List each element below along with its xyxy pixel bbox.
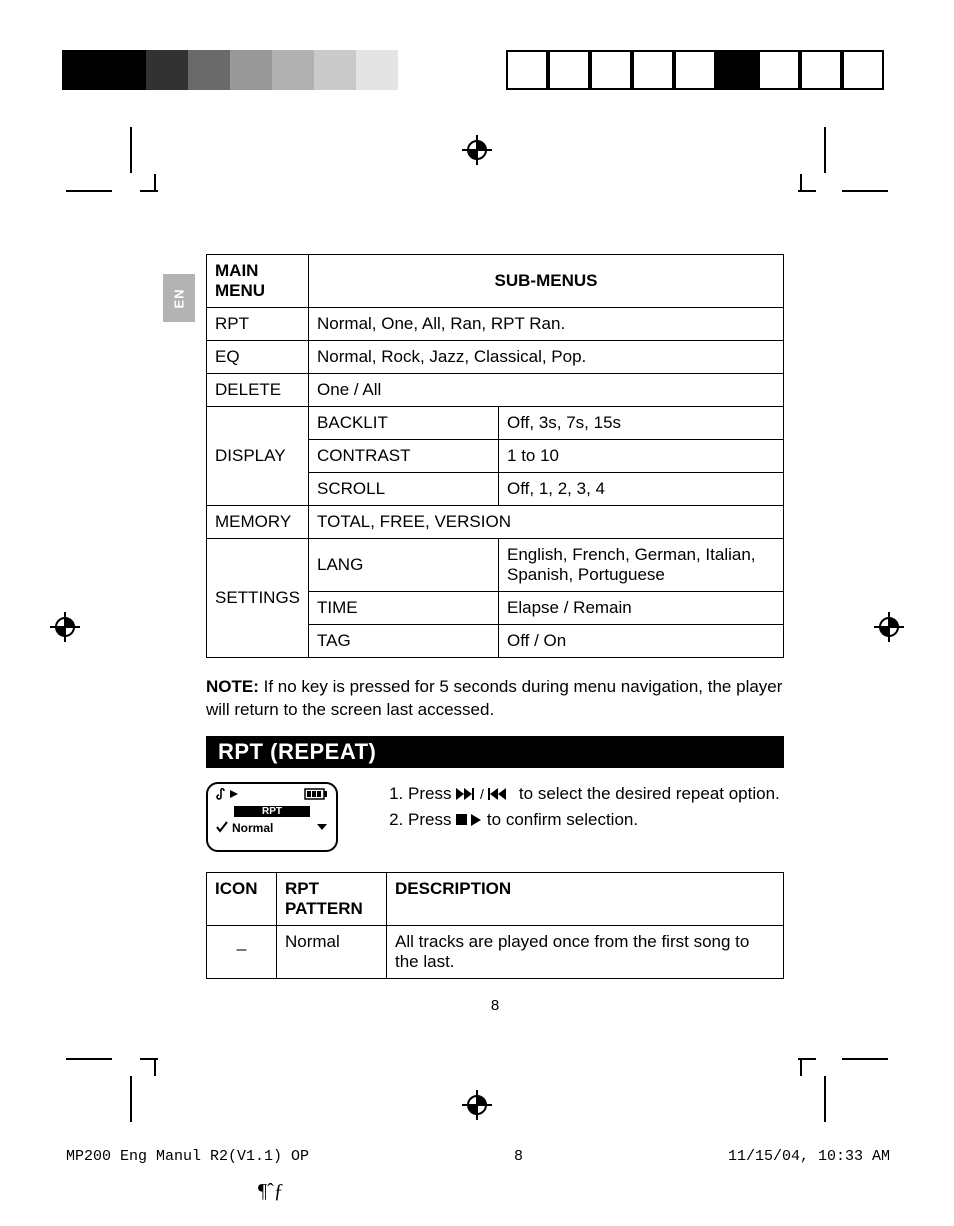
page-content: MAIN MENU SUB-MENUS RPT Normal, One, All… [206, 254, 784, 1014]
note-text: NOTE: If no key is pressed for 5 seconds… [206, 676, 784, 722]
menu-sub2: Off, 3s, 7s, 15s [499, 407, 784, 440]
screen-option: Normal [232, 821, 273, 835]
icon-header: ICON [207, 872, 277, 925]
menu-sub1: CONTRAST [309, 440, 499, 473]
registration-mark-icon [50, 612, 80, 642]
registration-mark-icon [874, 612, 904, 642]
desc-cell: All tracks are played once from the firs… [387, 925, 784, 978]
desc-header: DESCRIPTION [387, 872, 784, 925]
menu-sub2: English, French, German, Italian, Spanis… [499, 539, 784, 592]
pilcrow-mark: ¶ˆƒ [258, 1180, 284, 1203]
crop-mark [824, 127, 826, 173]
footer-center: 8 [514, 1148, 523, 1165]
page-number: 8 [206, 997, 784, 1014]
registration-mark-icon [462, 135, 492, 165]
crop-mark [154, 1058, 156, 1076]
step-text: to select the desired repeat option. [519, 784, 780, 803]
footer-left: MP200 Eng Manul R2(V1.1) OP [66, 1148, 309, 1165]
menu-sub2: Off, 1, 2, 3, 4 [499, 473, 784, 506]
step-text: Press [408, 784, 456, 803]
crop-mark [800, 174, 802, 192]
step-text: to confirm selection. [487, 810, 638, 829]
note-body: If no key is pressed for 5 seconds durin… [206, 677, 782, 719]
menu-sub1: SCROLL [309, 473, 499, 506]
crop-mark [154, 174, 156, 192]
footer-right: 11/15/04, 10:33 AM [728, 1148, 890, 1165]
menu-sub: One / All [309, 374, 784, 407]
step-2: Press to confirm selection. [408, 808, 780, 832]
language-tab-label: EN [172, 288, 187, 308]
step-1: Press / to select the desired repeat opt… [408, 782, 780, 806]
crop-mark [842, 190, 888, 192]
icon-cell: _ [207, 925, 277, 978]
menu-main: MEMORY [207, 506, 309, 539]
player-screen-icon: RPT Normal [206, 782, 338, 852]
menu-sub1: BACKLIT [309, 407, 499, 440]
battery-icon [304, 788, 328, 803]
crop-mark [800, 1058, 802, 1076]
print-colorbar [0, 50, 954, 90]
menu-main: EQ [207, 341, 309, 374]
screen-badge: RPT [234, 806, 310, 817]
menu-sub1: TAG [309, 625, 499, 658]
arrow-down-icon [316, 822, 328, 835]
rpt-block: RPT Normal Press / [206, 782, 784, 852]
crop-mark [842, 1058, 888, 1060]
pattern-header: RPT PATTERN [277, 872, 387, 925]
menu-sub: Normal, Rock, Jazz, Classical, Pop. [309, 341, 784, 374]
menu-header-sub: SUB-MENUS [309, 255, 784, 308]
menu-main: RPT [207, 308, 309, 341]
note-label: NOTE: [206, 677, 259, 696]
svg-text:/: / [480, 787, 484, 801]
menu-sub1: LANG [309, 539, 499, 592]
crop-mark [66, 1058, 112, 1060]
language-tab: EN [163, 274, 195, 322]
pattern-cell: Normal [277, 925, 387, 978]
menu-header-main: MAIN MENU [207, 255, 309, 308]
menu-sub: TOTAL, FREE, VERSION [309, 506, 784, 539]
checkmark-icon [216, 821, 228, 836]
crop-mark [824, 1076, 826, 1122]
menu-sub2: Off / On [499, 625, 784, 658]
print-footer: MP200 Eng Manul R2(V1.1) OP 8 11/15/04, … [66, 1148, 890, 1165]
music-note-icon [216, 787, 240, 804]
steps-list: Press / to select the desired repeat opt… [378, 782, 780, 852]
crop-mark [130, 127, 132, 173]
menu-table: MAIN MENU SUB-MENUS RPT Normal, One, All… [206, 254, 784, 658]
menu-sub1: TIME [309, 592, 499, 625]
menu-main: DELETE [207, 374, 309, 407]
menu-sub2: 1 to 10 [499, 440, 784, 473]
step-text: Press [408, 810, 456, 829]
registration-mark-icon [462, 1090, 492, 1120]
section-header: RPT (REPEAT) [206, 736, 784, 768]
menu-main: DISPLAY [207, 407, 309, 506]
icon-table: ICON RPT PATTERN DESCRIPTION _ Normal Al… [206, 872, 784, 979]
stop-play-icon [456, 813, 482, 827]
crop-mark [130, 1076, 132, 1122]
crop-mark [66, 190, 112, 192]
menu-main: SETTINGS [207, 539, 309, 658]
next-prev-icon: / [456, 787, 514, 801]
menu-sub: Normal, One, All, Ran, RPT Ran. [309, 308, 784, 341]
menu-sub2: Elapse / Remain [499, 592, 784, 625]
